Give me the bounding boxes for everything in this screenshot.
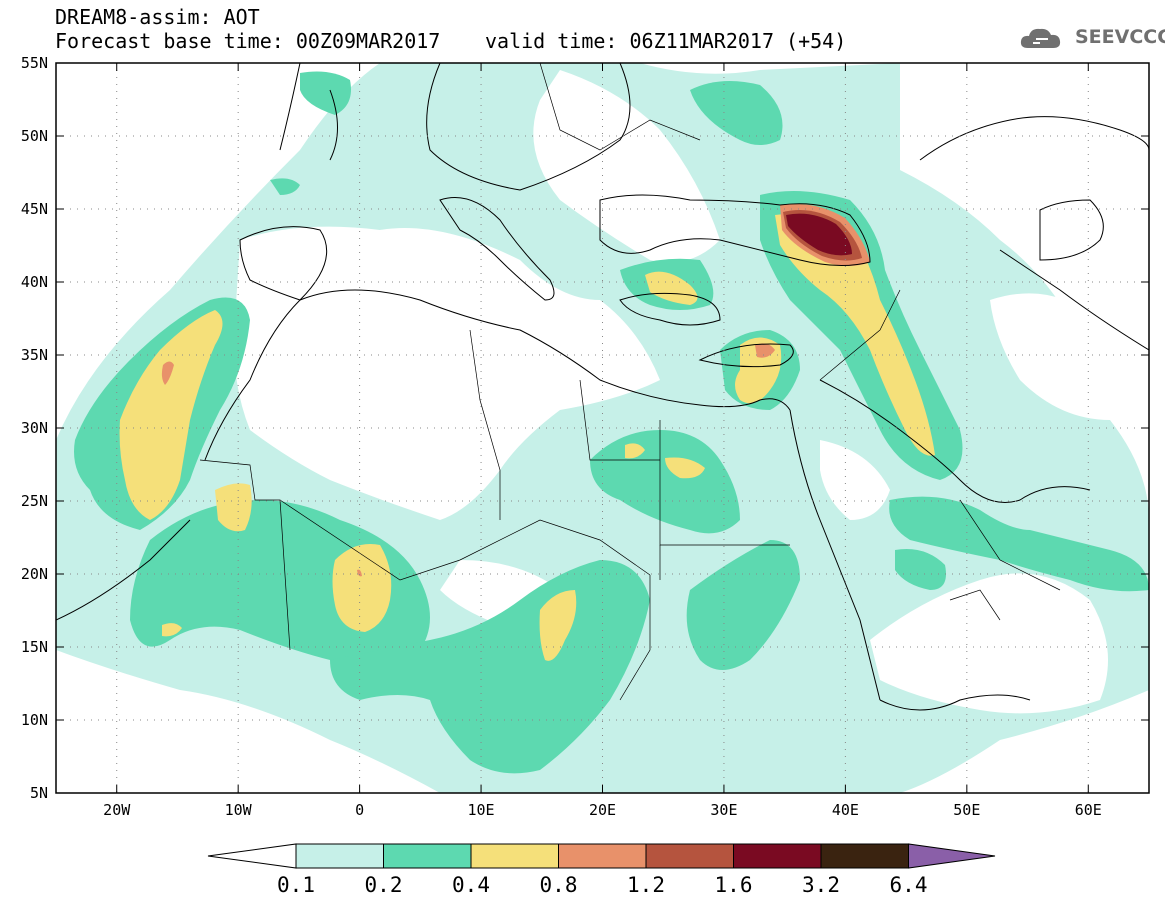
lat-label: 55N (21, 54, 48, 72)
colorbar-swatch (383, 843, 472, 869)
lat-label: 50N (21, 127, 48, 145)
country-borders (199, 63, 1061, 701)
lon-label: 40E (832, 801, 859, 819)
lat-label: 40N (21, 273, 48, 291)
colorbar-label: 0.8 (540, 873, 578, 897)
colorbar-label: 0.1 (277, 873, 315, 897)
lon-label: 50E (953, 801, 980, 819)
lon-label: 30E (710, 801, 737, 819)
colorbar-label: 0.4 (452, 873, 490, 897)
lon-label: 60E (1075, 801, 1102, 819)
colorbar-label: 6.4 (890, 873, 928, 897)
latitude-labels: 55N 50N 45N 40N 35N 30N 25N 20N 15N 10N 5N (21, 54, 48, 802)
lat-label: 20N (21, 565, 48, 583)
map-title: DREAM8-assim: AOT (55, 5, 260, 29)
longitude-labels: 20W 10W 0 10E 20E 30E 40E 50E 60E (103, 801, 1102, 819)
lat-label: 30N (21, 419, 48, 437)
axis-ticks (56, 62, 1149, 794)
forecast-base-time: Forecast base time: 00Z09MAR2017 (55, 29, 441, 53)
lat-label: 10N (21, 711, 48, 729)
colorbar-min-arrow (207, 843, 297, 869)
colorbar-swatch (820, 843, 909, 869)
colorbar-swatch (295, 843, 384, 869)
coastlines (56, 63, 1149, 711)
colorbar-label: 3.2 (802, 873, 840, 897)
colorbar-swatch (733, 843, 822, 869)
colorbar-swatch (470, 843, 559, 869)
lon-label: 20W (103, 801, 131, 819)
logo-text: SEEVCCC (1075, 26, 1165, 48)
colorbar-label: 0.2 (365, 873, 403, 897)
lat-label: 35N (21, 346, 48, 364)
colorbar-swatch (558, 843, 647, 869)
lon-label: 10W (225, 801, 253, 819)
lon-label: 20E (589, 801, 616, 819)
lon-label: 0 (355, 801, 364, 819)
aot-level-0.4 (119, 214, 935, 661)
lat-label: 45N (21, 200, 48, 218)
lat-label: 15N (21, 638, 48, 656)
colorbar-label: 1.2 (627, 873, 665, 897)
lat-label: 25N (21, 492, 48, 510)
colorbar-label: 1.6 (715, 873, 753, 897)
aot-below-0.1 (56, 63, 1118, 714)
lon-label: 10E (468, 801, 495, 819)
valid-time: valid time: 06Z11MAR2017 (+54) (485, 29, 847, 53)
colorbar-max-arrow (908, 843, 996, 869)
colorbar: 0.1 0.2 0.4 0.8 1.2 1.6 3.2 6.4 (207, 843, 996, 897)
lat-label: 5N (30, 784, 48, 802)
cloud-icon (1020, 28, 1061, 48)
colorbar-swatch (645, 843, 734, 869)
aot-level-1.6 (786, 213, 852, 256)
